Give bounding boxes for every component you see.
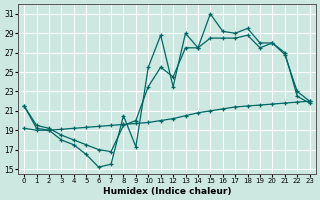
X-axis label: Humidex (Indice chaleur): Humidex (Indice chaleur)	[103, 187, 231, 196]
